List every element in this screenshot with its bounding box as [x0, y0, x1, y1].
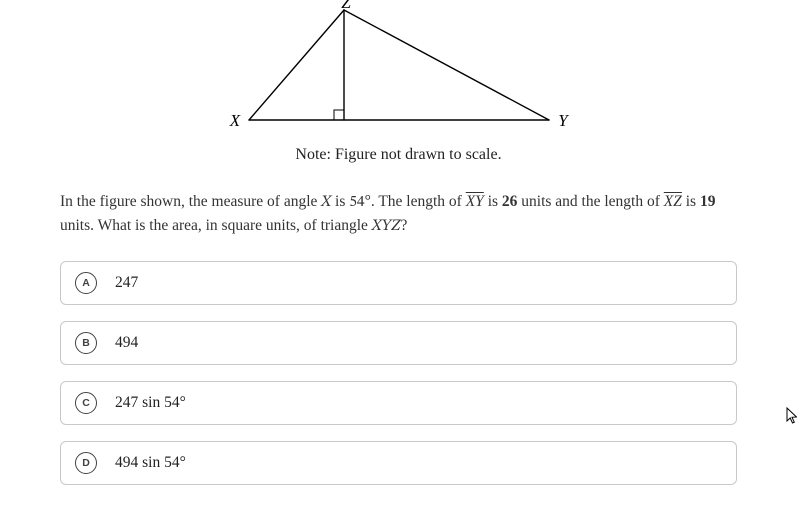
question-text: In the figure shown, the measure of angl… — [60, 190, 737, 239]
choice-bubble: B — [75, 332, 97, 354]
svg-text:Z: Z — [341, 0, 351, 12]
choice-c[interactable]: C 247 sin 54° — [60, 381, 737, 425]
choice-label: 247 sin 54° — [115, 394, 186, 412]
choice-label: 494 — [115, 334, 138, 352]
svg-text:Y: Y — [558, 111, 569, 130]
svg-text:X: X — [228, 111, 240, 130]
choice-d[interactable]: D 494 sin 54° — [60, 441, 737, 485]
triangle-svg: Z X Y — [219, 0, 579, 140]
choice-label: 247 — [115, 274, 138, 292]
choice-b[interactable]: B 494 — [60, 321, 737, 365]
triangle-figure: Z X Y — [60, 0, 737, 140]
choice-bubble: D — [75, 452, 97, 474]
choice-bubble: C — [75, 392, 97, 414]
answer-choices: A 247 B 494 C 247 sin 54° D 494 sin 54° — [60, 261, 737, 485]
cursor-icon — [786, 407, 797, 430]
choice-bubble: A — [75, 272, 97, 294]
choice-label: 494 sin 54° — [115, 454, 186, 472]
choice-a[interactable]: A 247 — [60, 261, 737, 305]
figure-note: Note: Figure not drawn to scale. — [60, 146, 737, 164]
